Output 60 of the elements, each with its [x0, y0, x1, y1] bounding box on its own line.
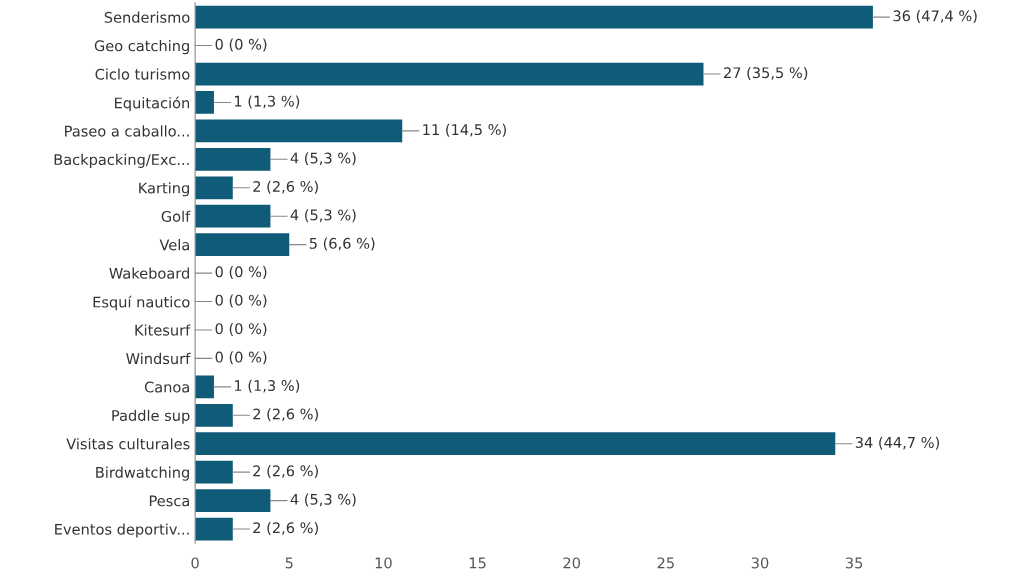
- x-tick-label: 30: [751, 557, 769, 569]
- data-label: 36 (47,4 %): [893, 10, 977, 24]
- y-tick-label: Ciclo turismo: [95, 68, 190, 80]
- data-label: 11 (14,5 %): [423, 123, 506, 137]
- bar: [195, 489, 271, 512]
- y-tick-label: Golf: [161, 210, 191, 222]
- data-label: 5 (6,6 %): [309, 237, 375, 251]
- bar: [195, 375, 214, 399]
- data-label: 0 (0 %): [215, 38, 267, 52]
- bar: [195, 62, 704, 86]
- bar: [195, 460, 233, 484]
- y-tick-label: Esquí nautico: [93, 295, 190, 311]
- bar: [195, 147, 271, 171]
- data-label: 0 (0 %): [215, 322, 267, 336]
- data-label: 2 (2,6 %): [253, 465, 318, 479]
- x-tick-label: 0: [191, 557, 199, 569]
- bar: [195, 233, 290, 257]
- y-tick-label: Geo catching: [94, 40, 189, 55]
- y-tick-label: Senderismo: [104, 11, 190, 23]
- data-label: 1 (1,3 %): [235, 95, 300, 109]
- bar: [195, 517, 233, 541]
- bar: [195, 403, 233, 427]
- x-tick-label: 20: [563, 557, 581, 569]
- data-label: 0 (0 %): [215, 351, 267, 365]
- y-tick-label: Windsurf: [126, 352, 191, 365]
- y-tick-label: Paseo a caballo...: [65, 125, 189, 137]
- data-label: 34 (44,7 %): [855, 436, 940, 450]
- y-tick-label: Paddle sup: [112, 409, 190, 424]
- data-label: 1 (1,3 %): [235, 379, 300, 393]
- data-label: 4 (5,3 %): [290, 493, 356, 507]
- y-tick-label: Canoa: [144, 381, 189, 393]
- y-tick-label: Eventos deportiv...: [55, 523, 189, 538]
- data-label: 2 (2,6 %): [253, 180, 318, 194]
- x-tick-label: 5: [285, 557, 293, 569]
- data-label: 4 (5,3 %): [290, 209, 356, 223]
- y-tick-label: Equitación: [115, 96, 190, 112]
- y-tick-label: Vela: [159, 239, 189, 251]
- y-tick-label: Wakeboard: [109, 267, 189, 279]
- x-tick-label: 10: [375, 557, 392, 569]
- y-tick-label: Pesca: [149, 495, 189, 507]
- y-tick-label: Karting: [139, 182, 189, 197]
- x-tick-label: 15: [469, 557, 486, 569]
- y-tick-label: Kitesurf: [135, 324, 191, 336]
- data-label: 27 (35,5 %): [724, 66, 808, 80]
- bar: [195, 91, 214, 114]
- x-tick-label: 35: [845, 557, 863, 569]
- data-label: 2 (2,6 %): [253, 408, 318, 422]
- bar: [195, 119, 403, 143]
- bar: [195, 204, 271, 228]
- data-label: 4 (5,3 %): [290, 152, 356, 166]
- data-label: 2 (2,6 %): [253, 521, 318, 535]
- x-tick-label: 25: [657, 557, 674, 569]
- bar: [195, 176, 233, 200]
- bar: [195, 432, 836, 456]
- data-label: 0 (0 %): [215, 266, 267, 280]
- y-tick-label: Birdwatching: [96, 466, 189, 481]
- y-tick-label: Backpacking/Exc...: [54, 153, 189, 168]
- y-tick-label: Visitas culturales: [66, 438, 190, 450]
- data-label: 0 (0 %): [215, 294, 267, 308]
- bar: [195, 5, 873, 29]
